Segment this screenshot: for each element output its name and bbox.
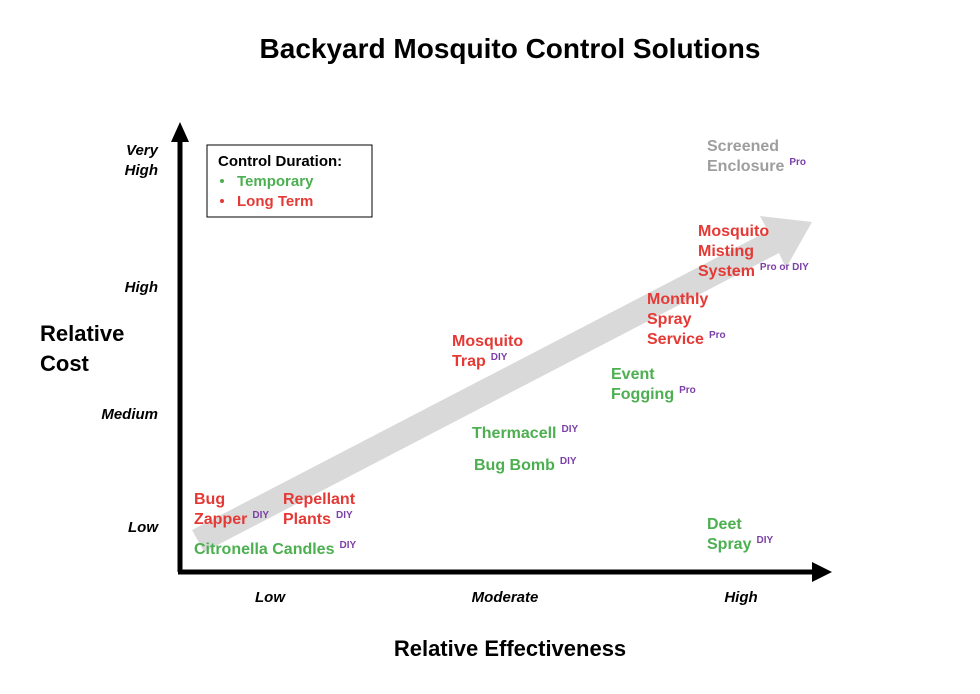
y-level-label: Low bbox=[128, 519, 159, 536]
trend-arrow bbox=[192, 216, 812, 552]
item-tag: Pro bbox=[709, 330, 726, 341]
item-label: Trap bbox=[452, 353, 486, 370]
legend-title: Control Duration: bbox=[218, 153, 342, 170]
item-tag: DIY bbox=[252, 510, 269, 521]
item-label: Zapper bbox=[194, 511, 247, 528]
x-axis-arrow bbox=[812, 562, 832, 582]
y-level-label: High bbox=[125, 279, 158, 296]
item-label: Screened bbox=[707, 138, 779, 155]
item-label: Mosquito bbox=[452, 333, 523, 350]
content: Relative Cost Low Medium High Very High Low Mode… bbox=[40, 138, 809, 606]
item-tag: DIY bbox=[491, 352, 508, 363]
item-label: Repellant bbox=[283, 491, 356, 508]
y-axis-title: Relative bbox=[40, 321, 124, 346]
item-label: Deet bbox=[707, 516, 742, 533]
item-label: Citronella Candles bbox=[194, 541, 335, 558]
item-label: Bug Bomb bbox=[474, 457, 555, 474]
item-tag: Pro or DIY bbox=[760, 262, 809, 273]
item-tag: Pro bbox=[679, 385, 696, 396]
legend-label: Temporary bbox=[237, 173, 314, 190]
item-tag: Pro bbox=[789, 157, 806, 168]
y-level-label: Very bbox=[126, 142, 159, 159]
x-axis-title: Relative Effectiveness bbox=[394, 636, 626, 661]
item-label: Bug bbox=[194, 491, 225, 508]
item-label: Mosquito bbox=[698, 223, 769, 240]
item-label: Spray bbox=[707, 536, 752, 553]
item-label: Fogging bbox=[611, 386, 674, 403]
y-axis-arrow bbox=[171, 122, 189, 142]
legend-bullet bbox=[220, 179, 224, 183]
item-tag: DIY bbox=[560, 456, 577, 467]
item-label: Enclosure bbox=[707, 158, 784, 175]
item-label: Thermacell bbox=[472, 425, 556, 442]
item-label: Event bbox=[611, 366, 655, 383]
x-level-label: Low bbox=[255, 589, 286, 606]
y-level-label: Medium bbox=[101, 406, 158, 423]
item-label: Service bbox=[647, 331, 704, 348]
legend-label: Long Term bbox=[237, 193, 313, 210]
item-tag: DIY bbox=[339, 540, 356, 551]
item-label: Plants bbox=[283, 511, 331, 528]
item-label: Monthly bbox=[647, 291, 708, 308]
y-axis-title: Cost bbox=[40, 351, 90, 376]
item-label: Spray bbox=[647, 311, 692, 328]
title: Backyard Mosquito Control Solutions bbox=[260, 33, 761, 64]
item-tag: DIY bbox=[561, 424, 578, 435]
x-level-label: Moderate bbox=[472, 589, 539, 606]
legend-box bbox=[206, 144, 373, 218]
y-level-label: High bbox=[125, 162, 158, 179]
item-label: System bbox=[698, 263, 755, 280]
x-level-label: High bbox=[724, 589, 757, 606]
item-tag: DIY bbox=[336, 510, 353, 521]
item-tag: DIY bbox=[756, 535, 773, 546]
legend-bullet bbox=[220, 199, 224, 203]
item-label: Misting bbox=[698, 243, 754, 260]
